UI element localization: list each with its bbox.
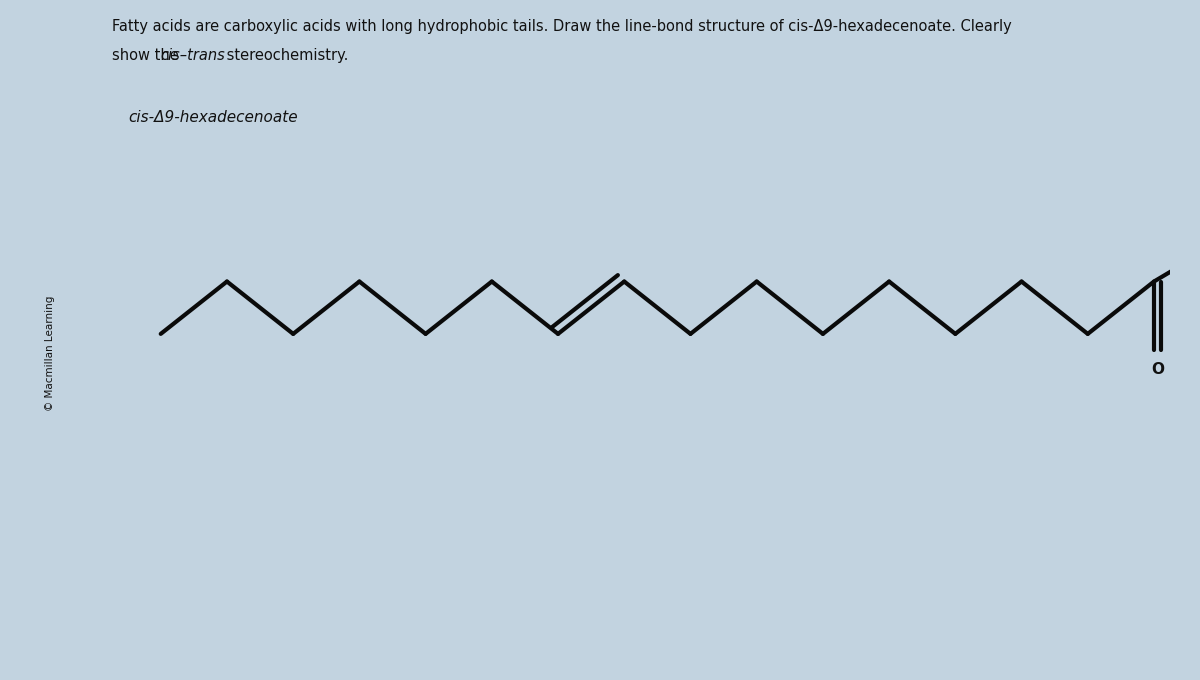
Text: Fatty acids are carboxylic acids with long hydrophobic tails. Draw the line-bond: Fatty acids are carboxylic acids with lo… <box>112 19 1012 34</box>
Text: cis-Δ9-hexadecenoate: cis-Δ9-hexadecenoate <box>128 110 299 125</box>
Text: show the: show the <box>112 48 182 63</box>
Text: © Macmillan Learning: © Macmillan Learning <box>46 296 55 411</box>
Text: stereochemistry.: stereochemistry. <box>222 48 348 63</box>
Text: O: O <box>1151 362 1164 377</box>
Text: cis–trans: cis–trans <box>161 48 224 63</box>
